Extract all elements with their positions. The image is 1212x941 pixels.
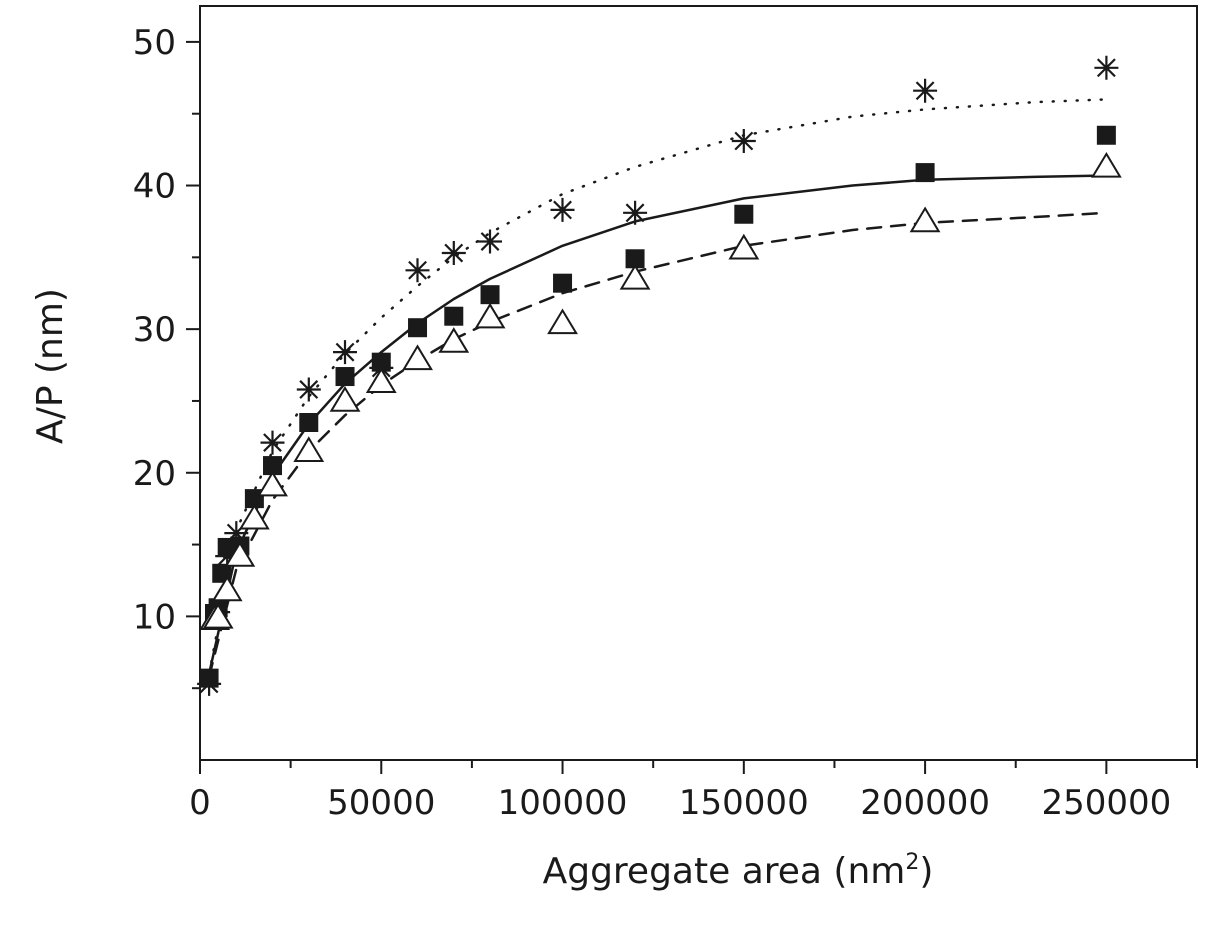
dotted-fit-line	[207, 98, 1108, 676]
y-tick-label: 30	[133, 310, 176, 350]
triangle-marker	[402, 344, 433, 371]
x-tick-label: 50000	[327, 783, 435, 823]
x-axis-title: Aggregate area (nm2)	[543, 850, 934, 892]
square-marker	[915, 163, 935, 183]
triangle-marker	[211, 575, 243, 602]
square-marker	[1096, 125, 1116, 145]
square-marker	[408, 318, 428, 338]
asterisk-marker	[333, 340, 357, 365]
asterisk-marker	[296, 377, 321, 402]
triangle-marker	[474, 302, 506, 329]
x-tick-label: 100000	[498, 783, 628, 823]
asterisk-marker	[405, 258, 430, 283]
triangle-marker	[329, 386, 361, 412]
triangle-marker	[224, 541, 256, 567]
triangle-marker	[547, 308, 578, 335]
asterisk-marker	[224, 521, 249, 546]
square-marker	[734, 204, 754, 224]
asterisk-marker	[441, 241, 466, 265]
x-tick-label: 250000	[1041, 783, 1171, 823]
triangle-marker	[619, 263, 651, 290]
y-tick-label: 40	[133, 167, 176, 207]
square-marker	[263, 456, 283, 476]
square-marker	[335, 367, 355, 387]
square-marker	[199, 668, 219, 688]
asterisk-marker	[623, 200, 648, 225]
data-points	[197, 55, 1122, 696]
asterisk-marker	[913, 78, 938, 103]
triangle-marker	[1090, 151, 1122, 178]
triangle-marker	[257, 470, 288, 497]
triangle-marker	[909, 206, 941, 233]
plot-frame	[199, 5, 1198, 761]
triangle-marker	[293, 436, 325, 462]
x-tick-label: 150000	[679, 783, 809, 823]
axis-ticks	[186, 40, 1198, 774]
tick-labels: 0 50000 100000 150000 200000 250000 10 20 30 40 50	[133, 23, 1172, 823]
asterisk-marker	[550, 197, 575, 222]
square-marker	[553, 273, 573, 293]
y-axis-title: A/P (nm)	[30, 288, 71, 444]
y-tick-label: 10	[133, 597, 176, 637]
triangle-marker	[438, 327, 470, 353]
y-tick-label: 20	[133, 454, 176, 494]
asterisk-marker	[260, 430, 285, 455]
asterisk-marker	[1094, 55, 1119, 80]
square-marker	[299, 412, 319, 432]
x-tick-label: 0	[189, 783, 211, 823]
square-marker	[625, 249, 645, 269]
triangle-marker	[728, 233, 760, 260]
asterisk-marker	[478, 229, 502, 254]
square-marker	[444, 306, 464, 326]
triangle-marker	[202, 602, 234, 629]
solid-fit-line	[207, 174, 1108, 676]
square-marker	[371, 352, 391, 372]
dashed-fit-line	[207, 211, 1108, 678]
triangle-marker	[238, 503, 270, 530]
y-tick-label: 50	[133, 23, 176, 63]
asterisk-marker	[731, 129, 756, 153]
triangle-marker	[365, 367, 397, 393]
x-tick-label: 200000	[860, 783, 990, 823]
square-marker	[480, 285, 500, 305]
fit-curves	[207, 98, 1108, 678]
